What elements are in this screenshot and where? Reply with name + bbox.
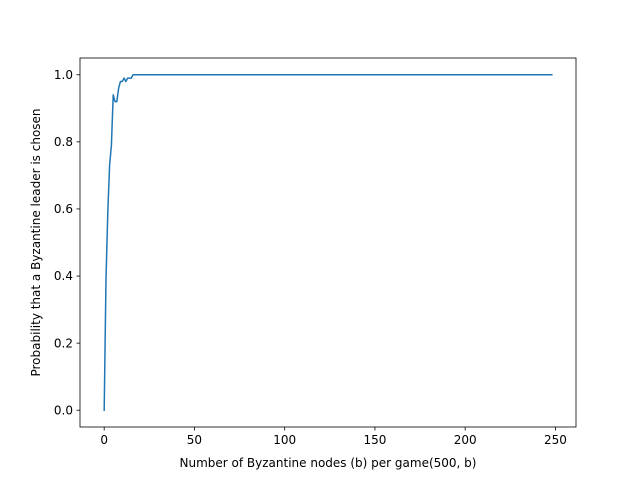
y-tick-label: 0.2 [54,336,73,350]
x-tick-label: 100 [273,433,296,447]
y-tick-label: 0.4 [54,269,73,283]
y-tick-label: 0.0 [54,403,73,417]
plot-area [80,58,576,427]
y-tick-label: 1.0 [54,68,73,82]
series-line-0 [103,74,553,411]
x-tick-label: 150 [363,433,386,447]
y-tick-label: 0.6 [54,202,73,216]
x-tick-label: 200 [454,433,477,447]
plot-frame [79,57,577,428]
x-tick-label: 250 [544,433,567,447]
x-axis-ticks: 0 50 100 150 200 250 [100,427,567,447]
y-tick-label: 0.8 [54,135,73,149]
y-axis-ticks: 0.0 0.2 0.4 0.6 0.8 1.0 [54,68,80,417]
x-axis-label: Number of Byzantine nodes (b) per game(5… [180,456,477,470]
y-axis-label: Probability that a Byzantine leader is c… [29,108,43,376]
series-layer [103,74,553,411]
x-tick-label: 50 [187,433,202,447]
x-tick-label: 0 [100,433,108,447]
